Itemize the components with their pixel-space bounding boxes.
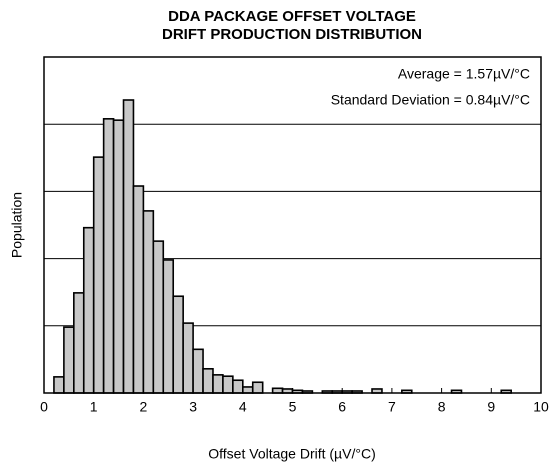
bar: [82, 226, 95, 394]
bar: [92, 156, 105, 394]
bar: [112, 119, 125, 394]
plot-frame: [43, 56, 542, 394]
x-tick-label: 10: [533, 399, 549, 415]
bar: [73, 292, 85, 394]
bar: [192, 348, 204, 394]
x-tick-label: 3: [189, 399, 197, 415]
y-axis-label: Population: [9, 192, 25, 258]
bar: [122, 99, 135, 394]
bar: [212, 374, 224, 394]
annotation: Average = 1.57µV/°C: [398, 66, 530, 82]
x-tick-label: 0: [40, 399, 48, 415]
bar: [63, 326, 75, 394]
bar: [251, 381, 264, 394]
x-tick-label: 6: [338, 399, 346, 415]
x-tick-label: 7: [388, 399, 396, 415]
bar: [242, 386, 254, 394]
bar: [222, 375, 234, 394]
chart-title: DRIFT PRODUCTION DISTRIBUTION: [162, 26, 422, 43]
x-tick-label: 5: [289, 399, 297, 415]
x-tick-label: 2: [140, 399, 148, 415]
bar: [102, 118, 115, 394]
x-tick-label: 4: [239, 399, 247, 415]
bar: [182, 322, 194, 394]
bar: [53, 376, 65, 394]
bar: [162, 259, 175, 394]
x-tick-label: 8: [438, 399, 446, 415]
bar: [152, 240, 165, 394]
x-axis-label: Offset Voltage Drift (µV/°C): [208, 446, 375, 462]
x-tick-label: 9: [487, 399, 495, 415]
chart-title: DDA PACKAGE OFFSET VOLTAGE: [168, 8, 416, 25]
annotation: Standard Deviation = 0.84µV/°C: [331, 92, 530, 108]
bar: [142, 210, 155, 394]
bar: [132, 185, 145, 394]
x-tick-label: 1: [90, 399, 98, 415]
bar: [202, 368, 214, 394]
bar: [232, 379, 244, 394]
bar: [172, 295, 184, 394]
